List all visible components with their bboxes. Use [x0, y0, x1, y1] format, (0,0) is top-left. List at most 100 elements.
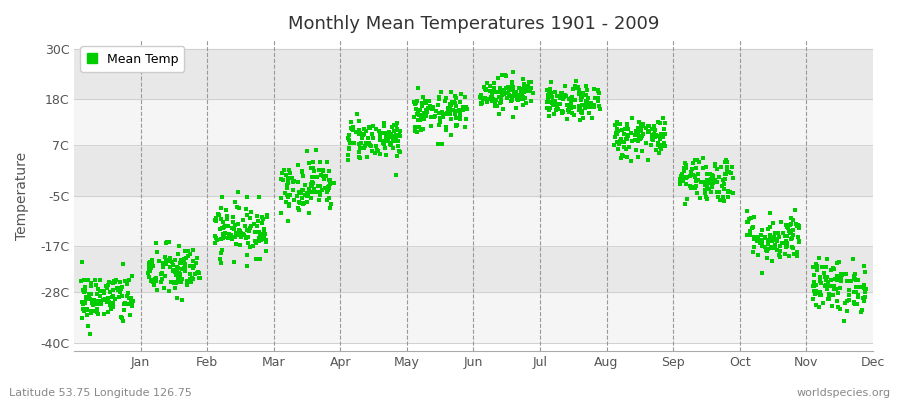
Point [638, 140, 652, 146]
Point [255, 220, 269, 226]
Point [356, 131, 371, 138]
Point [786, 217, 800, 224]
Point [301, 199, 315, 206]
Point [780, 224, 795, 231]
Point [240, 212, 255, 218]
Point [680, 174, 694, 180]
Point [474, 100, 489, 106]
Point [361, 135, 375, 142]
Point [824, 267, 839, 273]
Point [97, 311, 112, 317]
Point [615, 152, 629, 158]
Point [112, 279, 127, 286]
Point [356, 132, 370, 138]
Point [826, 292, 841, 298]
Point [591, 88, 606, 94]
Point [347, 140, 362, 146]
Point [752, 234, 766, 241]
Point [410, 117, 425, 124]
Point [656, 134, 670, 140]
Point [638, 125, 652, 131]
Point [250, 218, 265, 225]
Point [790, 252, 805, 259]
Point [95, 297, 110, 304]
Point [641, 128, 655, 135]
Point [156, 260, 170, 266]
Point [847, 275, 861, 281]
Point [122, 300, 136, 307]
Point [439, 95, 454, 101]
Point [386, 128, 400, 134]
Point [524, 85, 538, 91]
Point [496, 89, 510, 95]
Point [580, 102, 595, 108]
Point [389, 136, 403, 142]
Point [493, 89, 508, 96]
Point [837, 300, 851, 306]
Point [246, 242, 260, 249]
Point [768, 230, 782, 237]
Point [390, 126, 404, 133]
Point [164, 279, 178, 286]
Point [241, 240, 256, 246]
Point [93, 276, 107, 283]
Point [281, 218, 295, 224]
Point [495, 71, 509, 78]
Point [386, 134, 400, 140]
Point [112, 286, 126, 293]
Point [274, 210, 289, 216]
Point [149, 248, 164, 255]
Point [718, 159, 733, 166]
Point [491, 111, 506, 117]
Point [159, 257, 174, 264]
Point [684, 169, 698, 176]
Point [80, 312, 94, 318]
Point [234, 232, 248, 239]
Point [677, 166, 691, 173]
Point [277, 166, 292, 173]
Point [436, 111, 450, 118]
Point [443, 100, 457, 107]
Point [345, 125, 359, 131]
Point [229, 233, 243, 240]
Point [721, 194, 735, 200]
Point [114, 315, 129, 321]
Point [783, 228, 797, 235]
Point [430, 101, 445, 108]
Point [322, 205, 337, 211]
Point [167, 268, 182, 275]
Point [842, 297, 856, 304]
Point [760, 255, 775, 262]
Bar [74, 292, 873, 343]
Point [774, 218, 788, 225]
Point [148, 276, 162, 282]
Point [857, 284, 871, 291]
Point [706, 172, 721, 179]
Point [239, 263, 254, 269]
Point [368, 143, 382, 149]
Point [784, 230, 798, 236]
Point [429, 108, 444, 114]
Point [830, 273, 844, 279]
Point [580, 102, 595, 108]
Point [551, 101, 565, 107]
Point [234, 231, 248, 237]
Point [582, 104, 597, 110]
Point [657, 131, 671, 137]
Point [855, 307, 869, 313]
Point [658, 120, 672, 126]
Point [83, 331, 97, 338]
Point [822, 291, 836, 297]
Point [230, 204, 245, 211]
Point [478, 86, 492, 93]
Point [166, 267, 180, 273]
Point [809, 289, 824, 296]
Point [857, 298, 871, 305]
Point [145, 257, 159, 264]
Point [291, 205, 305, 211]
Point [573, 94, 588, 100]
Point [346, 127, 361, 133]
Point [497, 87, 511, 93]
Point [239, 252, 254, 258]
Point [625, 138, 639, 144]
